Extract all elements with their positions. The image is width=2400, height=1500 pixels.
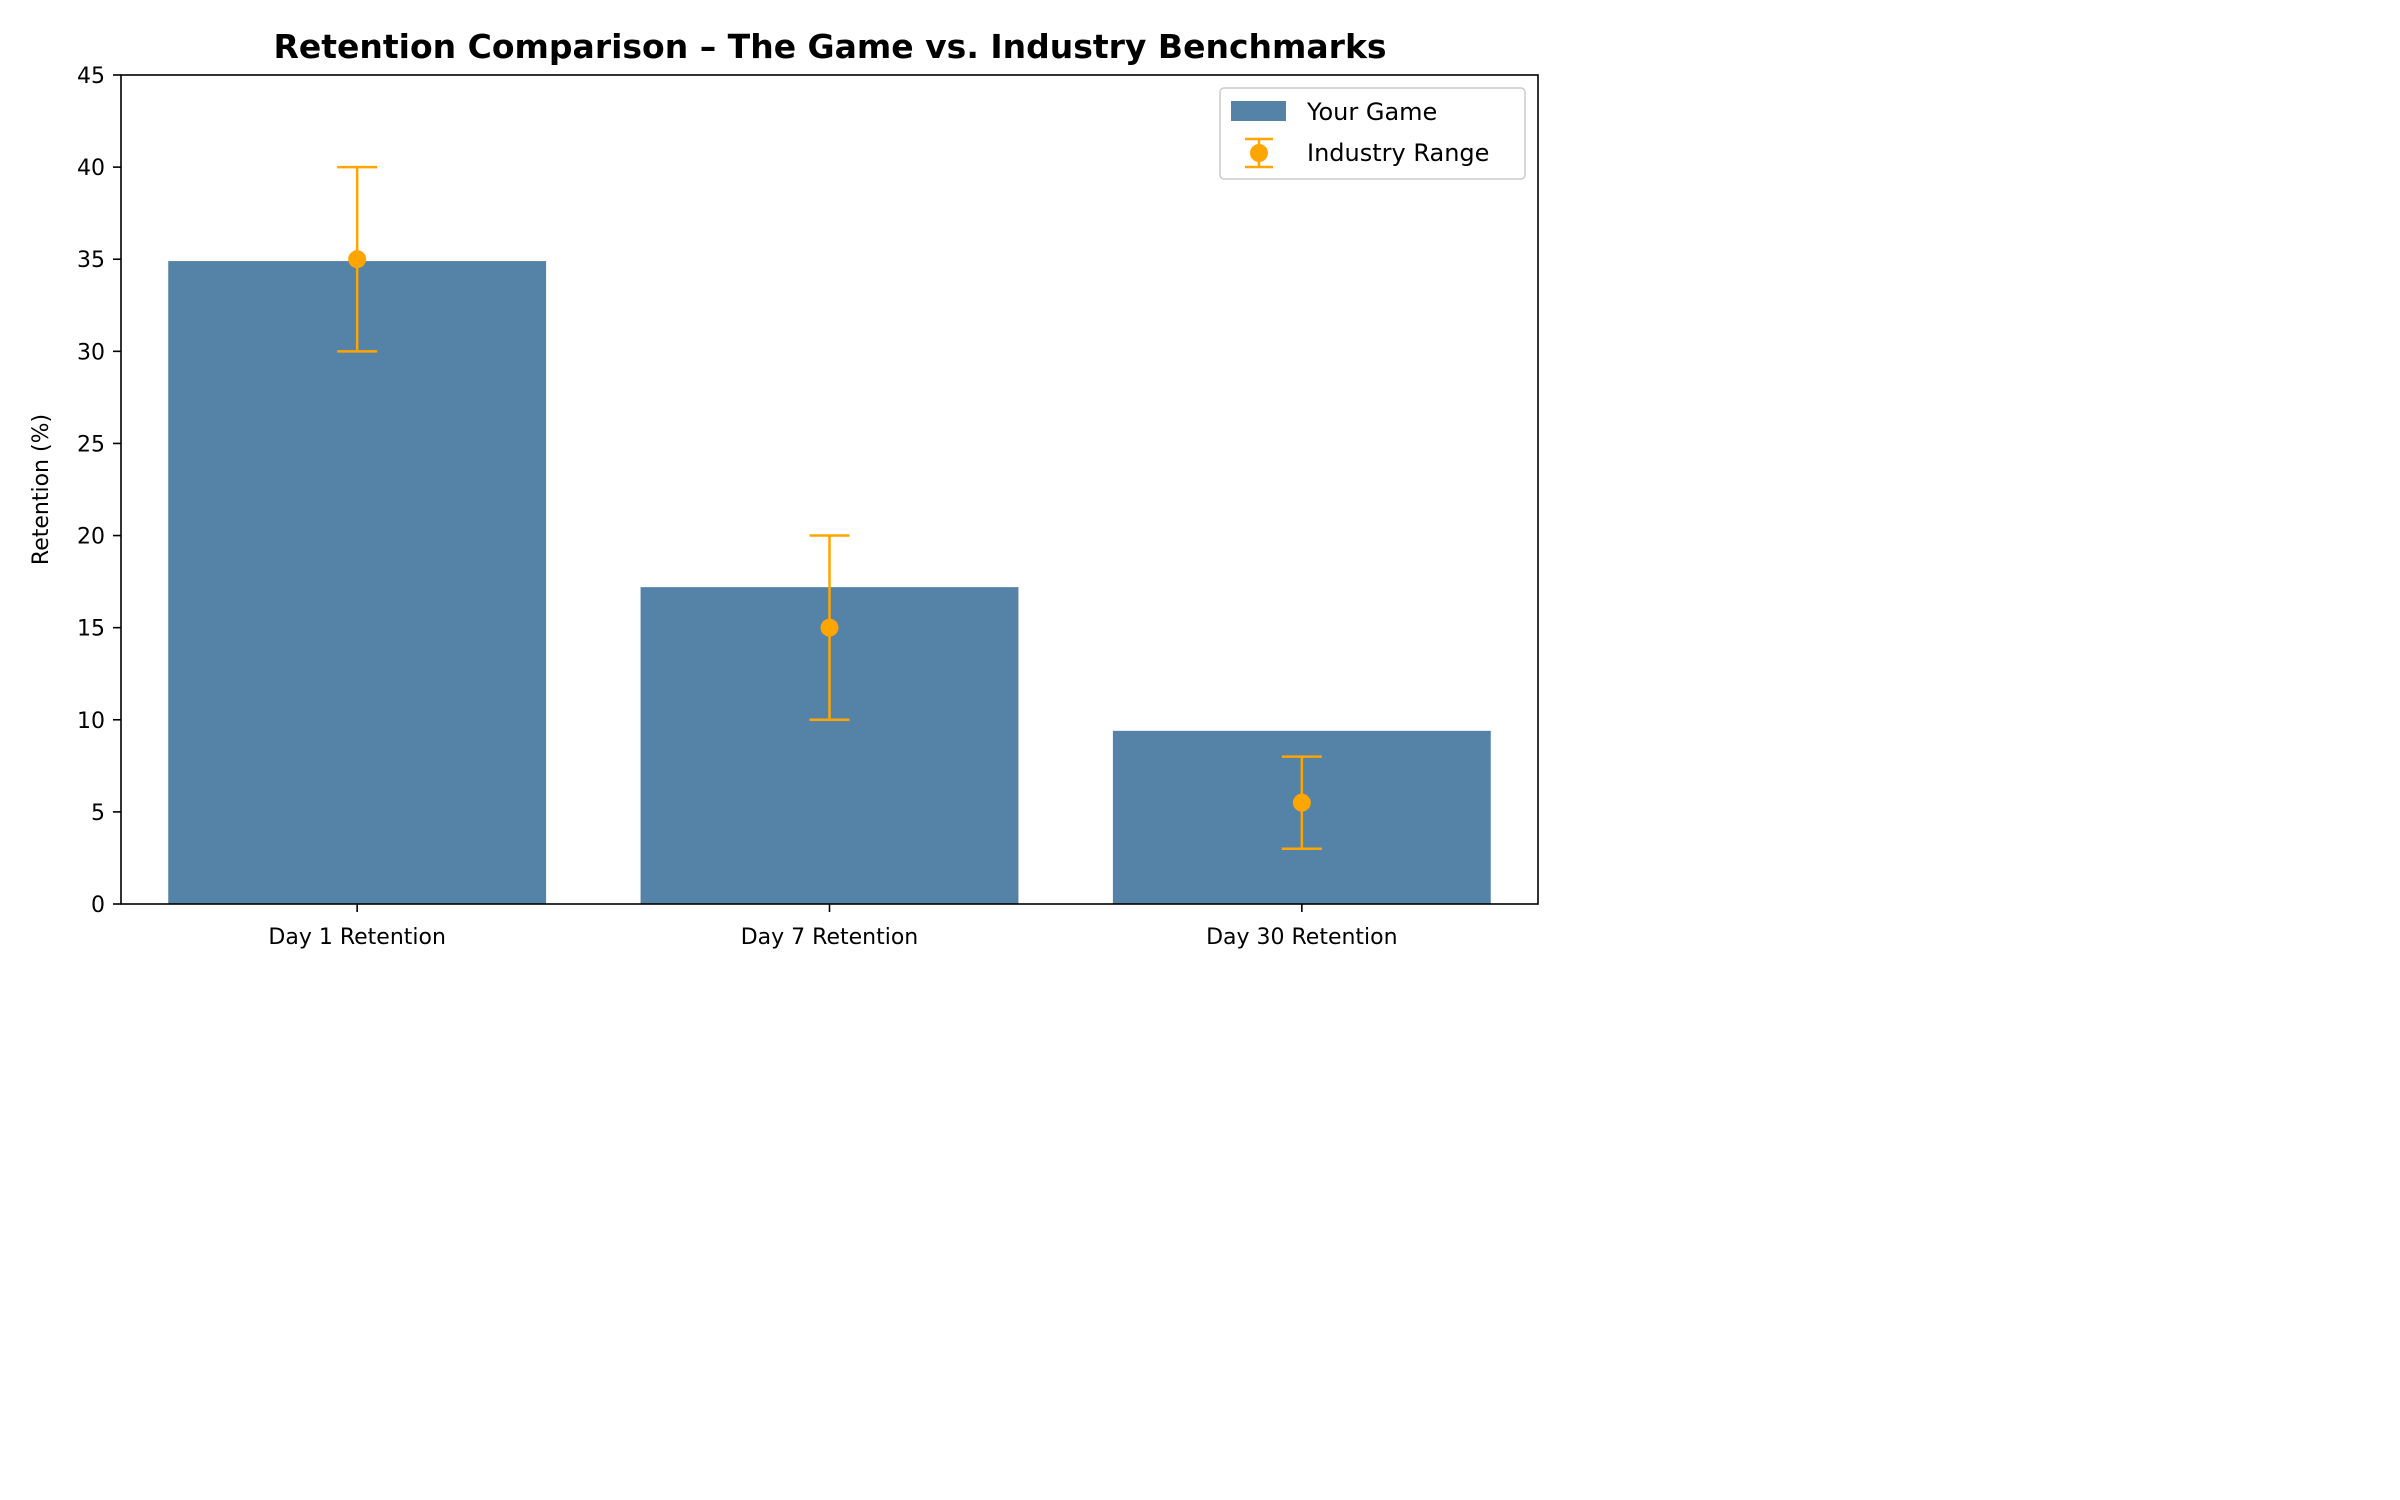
y-tick-label: 30 (77, 340, 105, 365)
y-axis: 0 5 10 15 20 25 30 35 40 45 (77, 64, 121, 918)
errorbar-point (348, 250, 367, 269)
y-tick-label: 40 (77, 156, 105, 181)
x-tick-label: Day 7 Retention (741, 925, 919, 950)
chart-title: Retention Comparison – The Game vs. Indu… (273, 27, 1386, 66)
errorbars-layer (337, 165, 1322, 850)
legend-label-your-game: Your Game (1306, 98, 1437, 126)
y-tick-label: 5 (91, 801, 105, 826)
y-tick-label: 15 (77, 617, 105, 642)
x-tick-label: Day 1 Retention (268, 925, 446, 950)
x-axis: Day 1 Retention Day 7 Retention Day 30 Ret… (268, 904, 1398, 950)
errorbar-point (820, 618, 839, 637)
y-tick-label: 0 (91, 893, 105, 918)
errorbar-point (1292, 793, 1311, 812)
bar-1 (168, 261, 547, 904)
retention-chart: Retention Comparison – The Game vs. Indu… (0, 0, 1560, 975)
legend-swatch-industry-range (1245, 137, 1273, 169)
y-tick-label: 45 (77, 64, 105, 89)
y-tick-label: 20 (77, 525, 105, 550)
legend-swatch-your-game (1231, 101, 1286, 121)
errorbar-2 (809, 534, 850, 722)
y-tick-label: 25 (77, 432, 105, 457)
legend-label-industry-range: Industry Range (1307, 139, 1489, 167)
x-tick-label: Day 30 Retention (1206, 925, 1398, 950)
y-tick-label: 10 (77, 709, 105, 734)
errorbar-3 (1281, 755, 1322, 850)
legend: Your Game Industry Range (1219, 87, 1526, 180)
legend-box (1219, 87, 1526, 180)
y-tick-label: 35 (77, 248, 105, 273)
errorbar-1 (337, 165, 378, 353)
y-axis-label: Retention (%) (29, 414, 54, 565)
